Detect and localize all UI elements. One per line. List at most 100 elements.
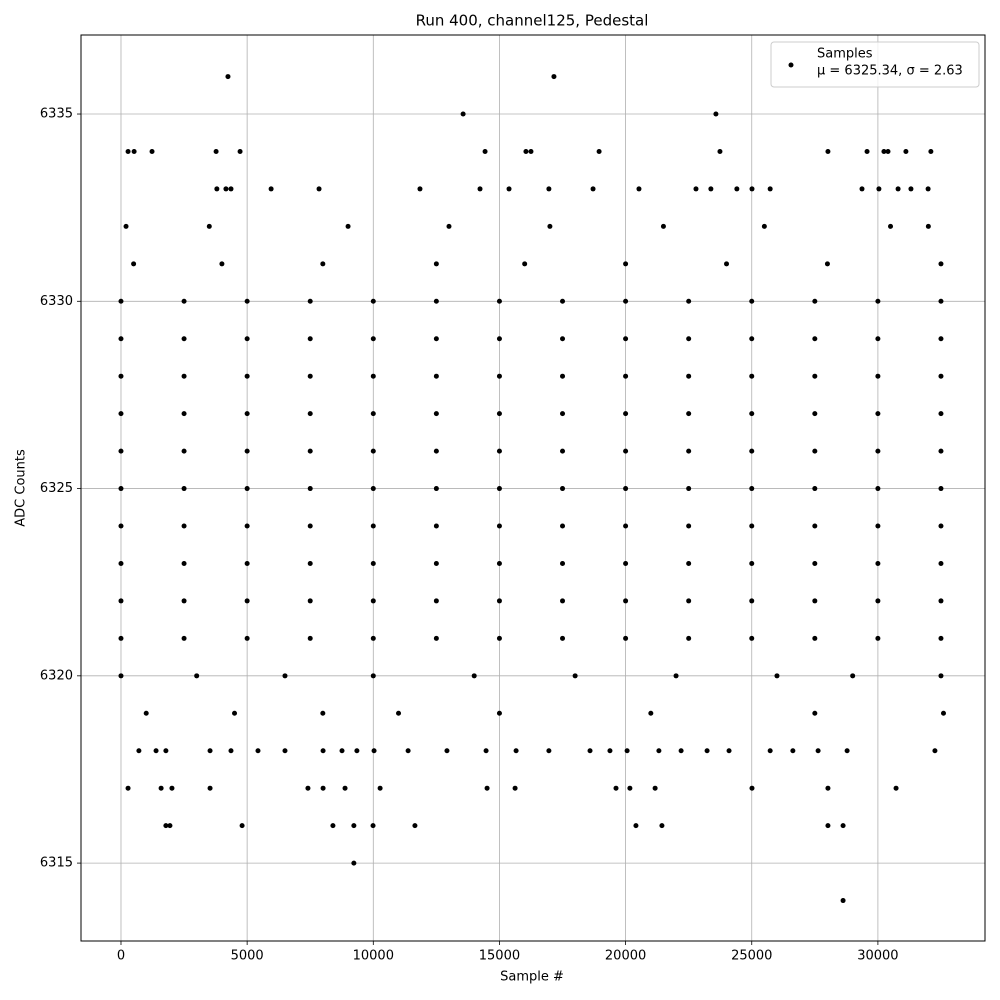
- point: [749, 523, 755, 529]
- point: [624, 748, 630, 754]
- x-tick-label: 5000: [231, 949, 264, 964]
- point: [244, 486, 250, 492]
- point: [194, 673, 200, 679]
- point: [673, 673, 679, 679]
- point: [875, 448, 881, 454]
- point: [163, 748, 169, 754]
- point: [412, 823, 418, 829]
- x-tick-label: 25000: [731, 949, 772, 964]
- point: [282, 748, 288, 754]
- point: [496, 523, 502, 529]
- point: [506, 186, 512, 192]
- point: [560, 298, 566, 304]
- point: [370, 336, 376, 342]
- point: [546, 186, 552, 192]
- point: [812, 635, 818, 641]
- point: [417, 186, 423, 192]
- point: [812, 486, 818, 492]
- point: [244, 373, 250, 379]
- point: [512, 785, 518, 791]
- point: [370, 411, 376, 417]
- point: [590, 186, 596, 192]
- point: [844, 748, 850, 754]
- point: [351, 823, 357, 829]
- point: [938, 298, 944, 304]
- point: [396, 710, 402, 716]
- point: [572, 673, 578, 679]
- point: [875, 523, 881, 529]
- point: [307, 486, 313, 492]
- point: [496, 373, 502, 379]
- point: [371, 748, 377, 754]
- point: [938, 635, 944, 641]
- point: [149, 148, 155, 154]
- point: [749, 336, 755, 342]
- point: [351, 860, 357, 866]
- point: [446, 223, 452, 229]
- point: [708, 186, 714, 192]
- point: [623, 523, 629, 529]
- point: [370, 823, 376, 829]
- point: [244, 523, 250, 529]
- point: [237, 148, 243, 154]
- point: [181, 486, 187, 492]
- point: [370, 560, 376, 566]
- point: [812, 710, 818, 716]
- point: [812, 448, 818, 454]
- x-tick-label: 10000: [353, 949, 394, 964]
- point: [307, 298, 313, 304]
- point: [206, 223, 212, 229]
- point: [444, 748, 450, 754]
- point: [925, 186, 931, 192]
- point: [815, 748, 821, 754]
- point: [255, 748, 261, 754]
- point: [496, 635, 502, 641]
- point: [633, 823, 639, 829]
- point: [307, 560, 313, 566]
- point: [370, 523, 376, 529]
- point: [342, 785, 348, 791]
- point: [181, 598, 187, 604]
- point: [244, 336, 250, 342]
- point: [158, 785, 164, 791]
- point: [307, 448, 313, 454]
- point: [587, 748, 593, 754]
- point: [207, 785, 213, 791]
- point: [607, 748, 613, 754]
- point: [875, 635, 881, 641]
- point: [686, 336, 692, 342]
- point: [726, 748, 732, 754]
- point: [812, 336, 818, 342]
- point: [131, 148, 137, 154]
- point: [812, 373, 818, 379]
- point: [125, 785, 131, 791]
- point: [496, 598, 502, 604]
- point: [560, 448, 566, 454]
- point: [749, 298, 755, 304]
- point: [307, 373, 313, 379]
- point: [244, 411, 250, 417]
- point: [370, 635, 376, 641]
- point: [812, 298, 818, 304]
- point: [181, 336, 187, 342]
- point: [433, 448, 439, 454]
- point: [433, 261, 439, 267]
- point: [320, 710, 326, 716]
- point: [812, 598, 818, 604]
- point: [859, 186, 865, 192]
- point: [228, 186, 234, 192]
- point: [433, 523, 439, 529]
- point: [560, 373, 566, 379]
- point: [749, 411, 755, 417]
- point: [305, 785, 311, 791]
- point: [825, 785, 831, 791]
- point: [118, 373, 124, 379]
- point: [181, 635, 187, 641]
- point: [136, 748, 142, 754]
- point: [627, 785, 633, 791]
- point: [825, 148, 831, 154]
- point: [648, 710, 654, 716]
- point: [613, 785, 619, 791]
- point: [893, 785, 899, 791]
